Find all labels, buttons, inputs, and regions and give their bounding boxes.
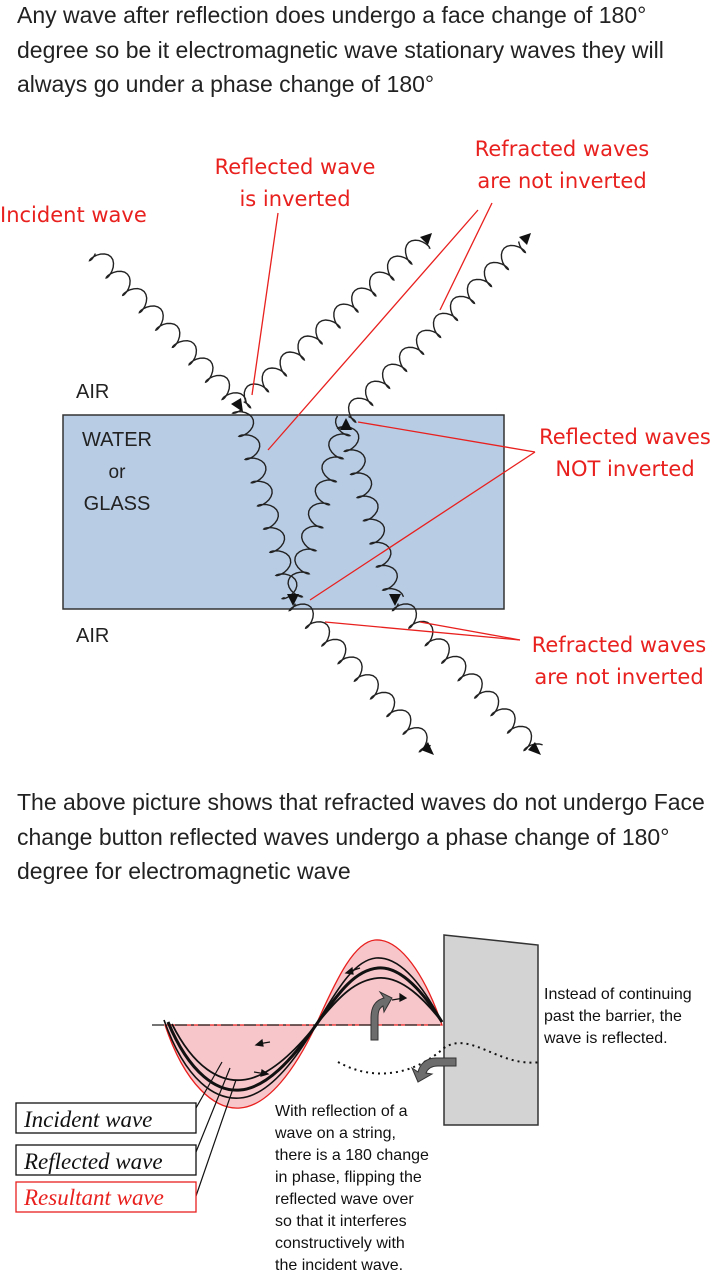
legend-box-incident <box>15 1102 197 1134</box>
label-reflected-not-2: NOT inverted <box>555 457 694 481</box>
arrowhead-bottom-reflect-2 <box>389 594 401 606</box>
label-refracted-top-1: Refracted waves <box>475 137 650 161</box>
internal-reflect-up <box>287 415 352 598</box>
svg-text:reflected wave over: reflected wave over <box>275 1191 414 1208</box>
arrowhead-refracted-2 <box>519 233 531 245</box>
svg-text:there is a 180 change: there is a 180 change <box>275 1147 429 1164</box>
internal-reflect-down <box>336 424 405 598</box>
dotted-continuation <box>337 1042 541 1075</box>
annotation-lines <box>251 202 536 641</box>
svg-text:wave is reflected.: wave is reflected. <box>543 1030 668 1047</box>
wave-paths <box>88 239 543 753</box>
svg-text:With reflection of a: With reflection of a <box>275 1103 408 1120</box>
flip-arrow-up <box>370 990 393 1041</box>
label-refracted-bottom-2: are not inverted <box>534 665 703 689</box>
exit-wave-2 <box>391 603 543 752</box>
flip-arrow-down <box>410 1057 457 1083</box>
svg-text:in phase, flipping the: in phase, flipping the <box>275 1169 422 1186</box>
label-reflected-inverted-2: is inverted <box>239 187 350 211</box>
lower-lobe <box>164 1024 318 1109</box>
diagram-labels: Incident wave Reflected wave is inverted… <box>0 137 711 689</box>
note-bottom: With reflection of a wave on a string, t… <box>274 1103 429 1272</box>
label-air-top: AIR <box>76 381 109 403</box>
label-medium-or: or <box>109 462 127 483</box>
direction-arrows <box>253 966 408 1077</box>
refracted-down-1 <box>231 409 298 600</box>
arrowhead-refracted-1 <box>420 233 432 245</box>
wave-arrowheads <box>231 233 541 755</box>
string-reflection-diagram: Incident wave Reflected wave Resultant w… <box>15 934 692 1272</box>
explanation-paragraph: The above picture shows that refracted w… <box>17 789 705 884</box>
legend: Incident wave Reflected wave Resultant w… <box>15 1102 197 1213</box>
svg-text:wave on a string,: wave on a string, <box>274 1125 396 1142</box>
arrowhead-top-reflect <box>340 418 352 430</box>
legend-box-reflected <box>15 1144 197 1176</box>
reflection-refraction-diagram: Incident wave Reflected wave is inverted… <box>0 137 711 755</box>
arrowhead-exit-1 <box>421 742 434 755</box>
refracted-wave-top-2 <box>347 241 527 424</box>
label-refracted-bottom-1: Refracted waves <box>532 633 707 657</box>
label-medium-water: WATER <box>82 429 152 451</box>
label-medium-glass: GLASS <box>84 493 151 515</box>
note-right: Instead of continuing past the barrier, … <box>543 986 692 1047</box>
svg-text:the incident wave.: the incident wave. <box>275 1257 403 1272</box>
arrowhead-incident <box>231 398 243 412</box>
label-refracted-top-2: are not inverted <box>477 169 646 193</box>
svg-text:constructively with: constructively with <box>275 1235 405 1252</box>
arrowhead-bottom-reflect <box>287 594 299 606</box>
label-incident-wave: Incident wave <box>0 203 147 227</box>
incident-wave <box>88 253 247 403</box>
intro-paragraph: Any wave after reflection does undergo a… <box>17 2 664 97</box>
legend-reflected: Reflected wave <box>23 1149 163 1174</box>
label-reflected-inverted-1: Reflected wave <box>215 155 376 179</box>
label-reflected-not-1: Reflected waves <box>539 425 711 449</box>
legend-box-resultant <box>15 1181 197 1213</box>
label-air-bottom: AIR <box>76 625 109 647</box>
string-waves <box>163 957 444 1099</box>
medium-block <box>62 414 505 610</box>
arrowhead-exit-2 <box>528 742 541 755</box>
svg-text:Instead of continuing: Instead of continuing <box>544 986 692 1003</box>
svg-text:so that it interferes: so that it interferes <box>275 1213 407 1230</box>
svg-text:past the barrier, the: past the barrier, the <box>544 1008 682 1025</box>
exit-wave-1 <box>288 603 431 753</box>
reflected-wave-top <box>243 239 431 409</box>
legend-incident: Incident wave <box>23 1107 152 1132</box>
legend-leaders <box>195 1061 237 1197</box>
legend-resultant: Resultant wave <box>23 1185 164 1210</box>
upper-lobe <box>315 939 443 1026</box>
barrier <box>443 934 539 1126</box>
